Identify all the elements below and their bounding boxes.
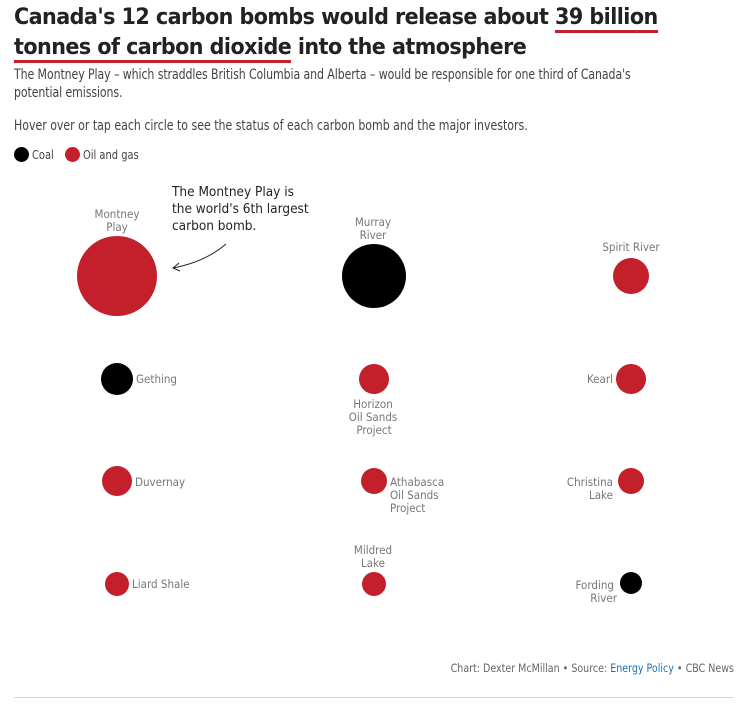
source-link[interactable]: Energy Policy: [610, 661, 674, 675]
coal-swatch-icon: [14, 147, 29, 162]
bubble-horizon-oil-sands[interactable]: Horizon Oil Sands Project: [349, 364, 398, 437]
title-text: Canada's 12 carbon bombs would release a…: [14, 4, 556, 30]
legend-item-coal: Coal: [14, 147, 57, 162]
legend: Coal Oil and gas: [14, 147, 154, 162]
bubble-montney-play[interactable]: Montney PlayMontneyPlay: [77, 207, 157, 316]
svg-text:Liard Shale: Liard Shale: [132, 577, 190, 591]
bubble-kearl[interactable]: Kearl: [587, 364, 646, 394]
bubble-murray-river[interactable]: Murray River: [342, 215, 406, 308]
chart-credit: Chart: Dexter McMillan • Source: Energy …: [451, 661, 734, 675]
instruction-text: Hover over or tap each circle to see the…: [14, 118, 528, 134]
title-text: into the atmosphere: [291, 34, 527, 60]
legend-label: Oil and gas: [82, 147, 139, 162]
bubble-gething[interactable]: Gething: [101, 363, 177, 395]
subtitle: The Montney Play – which straddles Briti…: [14, 67, 631, 101]
bubble-athabasca-oil-sands[interactable]: Athabasca Oil Sands Project: [361, 468, 444, 515]
bubble-duvernay[interactable]: Duvernay: [102, 466, 185, 496]
svg-text:Duvernay: Duvernay: [135, 475, 185, 489]
publisher: CBC News: [685, 661, 734, 675]
svg-text:Montney PlayMontneyPlay: Montney PlayMontneyPlay: [95, 207, 140, 234]
separator: •: [673, 661, 686, 675]
bubble-fording-river[interactable]: Fording River: [576, 572, 643, 605]
annotation-arrow-icon: [172, 243, 227, 272]
svg-text:Kearl: Kearl: [587, 372, 613, 386]
legend-item-oil-gas: Oil and gas: [64, 147, 146, 162]
bubble-mildred-lake[interactable]: Mildred Lake: [354, 543, 392, 596]
bubble-liard-shale[interactable]: Liard Shale: [105, 572, 190, 596]
title-highlight: tonnes of carbon dioxide: [14, 34, 292, 63]
credit-author: Chart: Dexter McMillan: [450, 661, 560, 675]
annotation-text: The Montney Play is the world's 6th larg…: [171, 184, 313, 234]
source-label: Source:: [571, 661, 611, 675]
oil-gas-swatch-icon: [64, 147, 80, 162]
divider: [14, 697, 734, 698]
bubble-chart: The Montney Play is the world's 6th larg…: [77, 184, 660, 605]
bubble-christina-lake[interactable]: Christina Lake: [567, 468, 644, 502]
page-title: Canada's 12 carbon bombs would release a…: [14, 2, 681, 63]
legend-label: Coal: [32, 147, 54, 162]
svg-text:Gething: Gething: [136, 372, 177, 386]
title-highlight: 39 billion: [555, 4, 658, 33]
svg-text:Spirit River: Spirit River: [602, 240, 660, 254]
separator: •: [559, 661, 572, 675]
bubble-spirit-river[interactable]: Spirit River: [602, 240, 660, 294]
